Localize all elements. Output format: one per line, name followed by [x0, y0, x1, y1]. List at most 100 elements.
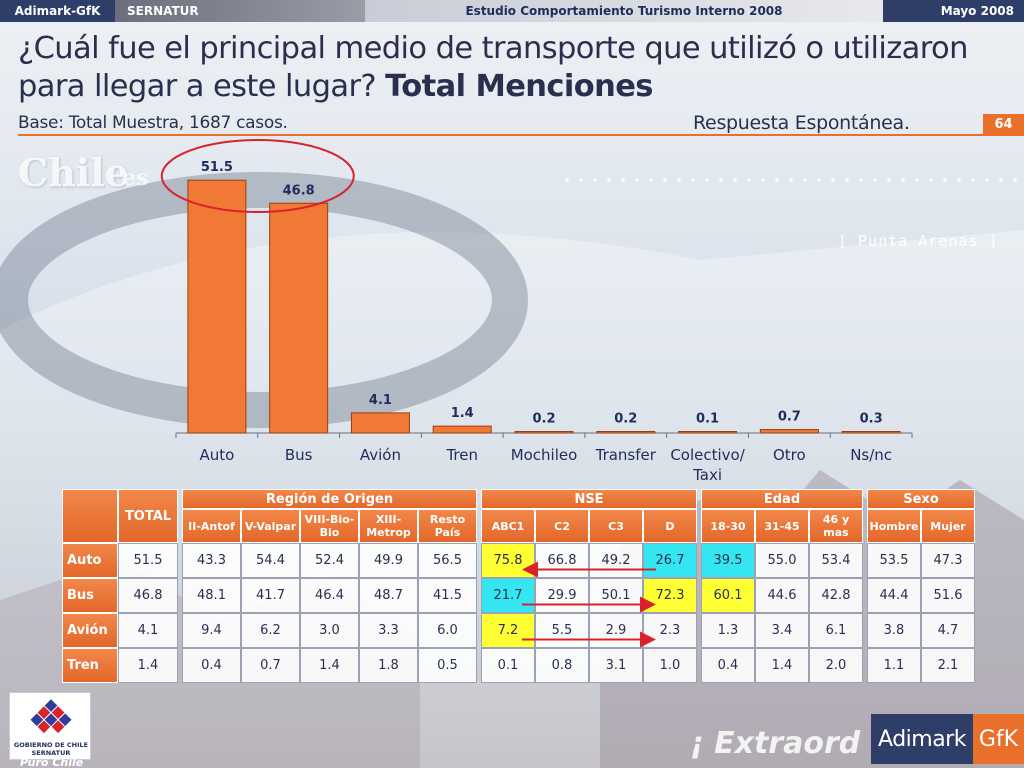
- table-cell: 26.7: [643, 543, 697, 578]
- table-cell: 21.7: [481, 578, 535, 613]
- table-cell: 6.2: [241, 613, 300, 648]
- column-header: C2: [535, 509, 589, 543]
- bar-5: [596, 431, 656, 434]
- column-header: C3: [589, 509, 643, 543]
- table-cell: 1.1: [867, 648, 921, 683]
- table-cell: 51.6: [921, 578, 975, 613]
- table-cell: 52.4: [300, 543, 359, 578]
- category-tick-label: Mochileo: [511, 446, 578, 464]
- adimark-logo-text: Adimark: [871, 714, 973, 764]
- total-cell: 51.5: [118, 543, 178, 578]
- table-cell: 43.3: [182, 543, 241, 578]
- category-tick-label: Transfer: [595, 446, 657, 464]
- table-row: Avión 4.1 9.4 6.2 3.0 3.3 6.0 7.2 5.5 2.9 2.3 1.3 3.…: [62, 613, 975, 648]
- table-cell: 6.1: [809, 613, 863, 648]
- table-cell: 1.8: [359, 648, 418, 683]
- highlight-circle: [160, 139, 355, 213]
- background-watermark-small: es: [122, 165, 149, 191]
- row-label: Tren: [62, 648, 118, 683]
- group-header: Edad: [701, 489, 863, 509]
- bar-value-label: 4.1: [369, 393, 392, 408]
- column-header: Hombre: [867, 509, 921, 543]
- client-label: SERNATUR: [115, 0, 365, 22]
- bar-2: [350, 412, 410, 434]
- transport-bar-chart: 51.5 Auto 46.8 Bus 4.1 Avión 1.4 Tren 0.2 Mochile…: [160, 139, 913, 484]
- bar-1: [269, 202, 329, 434]
- group-header: Sexo: [867, 489, 975, 509]
- table-cell: 49.9: [359, 543, 418, 578]
- gobierno-line2: SERNATUR: [31, 749, 71, 757]
- table-cell: 72.3: [643, 578, 697, 613]
- table-cell: 1.4: [300, 648, 359, 683]
- table-cell: 53.5: [867, 543, 921, 578]
- table-cell: 42.8: [809, 578, 863, 613]
- row-label: Bus: [62, 578, 118, 613]
- gobierno-text: GOBIERNO DE CHILE SERNATUR: [10, 741, 92, 757]
- top-bar: Adimark-GfK SERNATUR Estudio Comportamie…: [0, 0, 1024, 22]
- category-tick-label: Bus: [285, 446, 313, 464]
- bar-value-label: 46.8: [283, 183, 315, 198]
- table-cell: 1.3: [701, 613, 755, 648]
- category-tick-label: Avión: [360, 446, 401, 464]
- bar-value-label: 0.2: [532, 412, 555, 427]
- table-cell: 5.5: [535, 613, 589, 648]
- bar-value-label: 0.1: [696, 412, 719, 427]
- column-header: Resto País: [418, 509, 477, 543]
- background-dotted-line: [560, 178, 1020, 182]
- total-header: TOTAL: [118, 489, 178, 543]
- bar-0: [187, 179, 247, 434]
- table-cell: 44.6: [755, 578, 809, 613]
- column-header: VIII-Bio-Bio: [300, 509, 359, 543]
- gfk-logo-text: GfK: [973, 714, 1024, 764]
- table-cell: 0.4: [701, 648, 755, 683]
- table-cell: 53.4: [809, 543, 863, 578]
- group-header: NSE: [481, 489, 697, 509]
- table-row: Bus 46.8 48.1 41.7 46.4 48.7 41.5 21.7 29.9 50.1 7…: [62, 578, 975, 613]
- table-cell: 47.3: [921, 543, 975, 578]
- bar-8: [841, 431, 901, 434]
- bar-value-label: 0.2: [614, 412, 637, 427]
- column-header: 31-45: [755, 509, 809, 543]
- table-cell: 66.8: [535, 543, 589, 578]
- table-row: Auto 51.5 43.3 54.4 52.4 49.9 56.5 75.8 66.8 49.2…: [62, 543, 975, 578]
- base-text: Base: Total Muestra, 1687 casos.: [18, 113, 288, 133]
- adimark-gfk-logo: Adimark GfK: [871, 714, 1024, 764]
- bar-6: [678, 431, 738, 434]
- background-watermark: Chile: [18, 150, 129, 195]
- table-cell: 0.4: [182, 648, 241, 683]
- table-cell: 9.4: [182, 613, 241, 648]
- bar-value-label: 0.3: [860, 412, 883, 427]
- bar-7: [759, 429, 819, 434]
- total-cell: 4.1: [118, 613, 178, 648]
- table-cell: 2.0: [809, 648, 863, 683]
- column-header: ABC1: [481, 509, 535, 543]
- table-cell: 41.7: [241, 578, 300, 613]
- gobierno-emblem-icon: [30, 699, 72, 734]
- table-cell: 50.1: [589, 578, 643, 613]
- table-cell: 0.1: [481, 648, 535, 683]
- gobierno-line1: GOBIERNO DE CHILE: [13, 741, 89, 749]
- table-cell: 29.9: [535, 578, 589, 613]
- table-cell: 0.7: [241, 648, 300, 683]
- bar-4: [514, 431, 574, 434]
- category-tick-label: Taxi: [692, 466, 722, 484]
- table-cell: 4.7: [921, 613, 975, 648]
- bar-value-label: 1.4: [451, 406, 474, 421]
- table-cell: 54.4: [241, 543, 300, 578]
- table-cell: 3.8: [867, 613, 921, 648]
- date-label: Mayo 2008: [883, 0, 1024, 22]
- table-cell: 2.3: [643, 613, 697, 648]
- total-cell: 1.4: [118, 648, 178, 683]
- column-header: Mujer: [921, 509, 975, 543]
- background-place-label: [ Punta Arenas ]: [838, 232, 999, 250]
- category-tick-label: Otro: [773, 446, 806, 464]
- category-tick-label: Tren: [445, 446, 478, 464]
- column-header: 46 y mas: [809, 509, 863, 543]
- total-cell: 46.8: [118, 578, 178, 613]
- background-slogan: ¡ Extraord: [690, 726, 861, 761]
- column-header: II-Antof: [182, 509, 241, 543]
- table-cell: 48.7: [359, 578, 418, 613]
- table-cell: 3.1: [589, 648, 643, 683]
- bar-value-label: 51.5: [201, 160, 233, 175]
- study-title: Estudio Comportamiento Turismo Interno 2…: [365, 0, 883, 22]
